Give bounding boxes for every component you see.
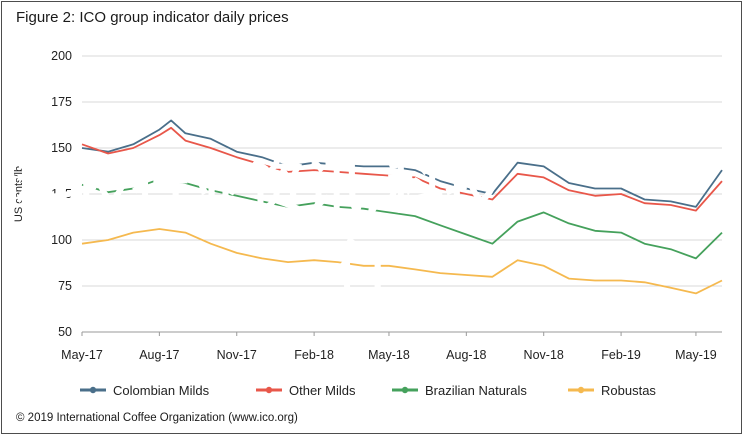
- chart-title: Figure 2: ICO group indicator daily pric…: [16, 9, 289, 26]
- series-line-colombian-milds: [81, 119, 723, 208]
- x-tick-label: Feb-19: [601, 348, 641, 362]
- series-line-other-milds: [81, 126, 723, 212]
- legend-marker: [577, 386, 585, 394]
- legend-marker: [401, 386, 409, 394]
- watermark-overlay-line2: 行: [334, 235, 392, 301]
- y-tick-label: 50: [58, 325, 72, 339]
- x-tick-label: Feb-18: [294, 348, 334, 362]
- x-tick-label: May-19: [675, 348, 717, 362]
- legend-label: Other Milds: [289, 383, 356, 398]
- legend-label: Brazilian Naturals: [425, 383, 527, 398]
- x-tick-label: May-17: [61, 348, 103, 362]
- legend-label: Robustas: [601, 383, 656, 398]
- y-tick-label: 200: [51, 49, 72, 63]
- y-axis-label: US cents/lb: [13, 166, 25, 222]
- y-tick-label: 125: [51, 187, 72, 201]
- y-tick-label: 150: [51, 141, 72, 155]
- y-tick-label: 75: [58, 279, 72, 293]
- x-tick-label: Nov-18: [524, 348, 564, 362]
- series-line-robustas: [81, 228, 723, 295]
- y-tick-label: 100: [51, 233, 72, 247]
- x-tick-label: Nov-17: [217, 348, 257, 362]
- x-tick-label: Aug-17: [139, 348, 179, 362]
- y-tick-label: 175: [51, 95, 72, 109]
- watermark-overlay-line1: 科技行业资讯,科技: [16, 155, 503, 221]
- legend-marker: [89, 386, 97, 394]
- series-line-brazilian-naturals: [81, 178, 723, 260]
- legend-marker: [265, 386, 273, 394]
- x-tick-label: May-18: [368, 348, 410, 362]
- source-note: © 2019 International Coffee Organization…: [16, 412, 298, 424]
- legend-label: Colombian Milds: [113, 383, 210, 398]
- x-tick-label: Aug-18: [446, 348, 486, 362]
